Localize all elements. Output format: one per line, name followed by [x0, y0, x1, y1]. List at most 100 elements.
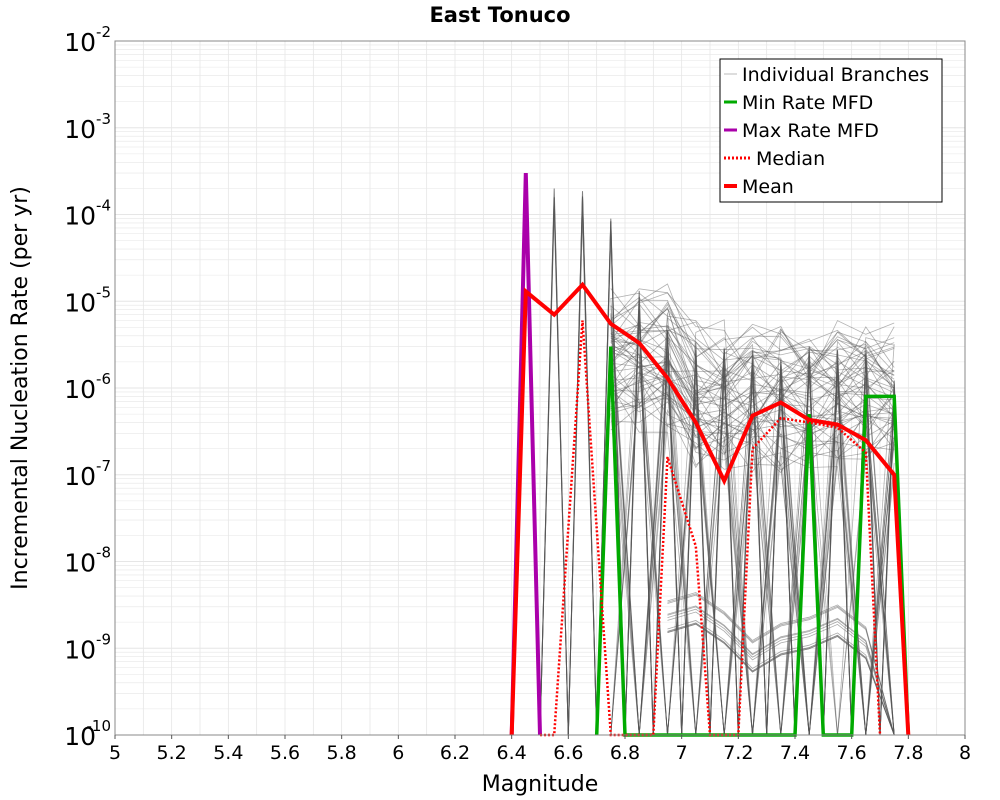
y-tick-base: 10	[64, 722, 96, 751]
legend-label: Min Rate MFD	[742, 92, 873, 114]
branch-line	[610, 321, 895, 394]
y-tick-base: 10	[64, 549, 96, 578]
branch-line	[610, 288, 895, 381]
branch-line	[610, 320, 895, 736]
legend: Individual Branches Min Rate MFD Max Rate …	[719, 58, 943, 203]
y-tick-base: 10	[64, 115, 96, 144]
y-tick-label: 10 -6	[64, 370, 111, 404]
y-tick-base: 10	[64, 202, 96, 231]
y-tick-exponent: -8	[96, 544, 111, 562]
branch-line	[610, 352, 895, 736]
chart-title: East Tonuco	[429, 3, 570, 27]
x-tick-label: 6.6	[553, 742, 583, 764]
series-min-rate-mfd	[594, 346, 911, 737]
y-tick-label: 10 -7	[64, 457, 111, 491]
branch-line	[610, 384, 895, 736]
branch-line	[610, 306, 895, 736]
branch-line	[610, 320, 895, 381]
branch-line	[610, 292, 895, 370]
legend-label: Median	[756, 148, 825, 170]
branch-line	[737, 372, 768, 736]
y-tick-base: 10	[64, 635, 96, 664]
y-tick-label: 10 -4	[64, 197, 111, 231]
branch-line	[610, 359, 895, 437]
plot-frame	[114, 40, 966, 736]
branch-line	[610, 368, 895, 736]
y-tick-exponent: -2	[96, 23, 111, 41]
branch-line	[610, 313, 895, 736]
branch-line	[610, 298, 895, 736]
legend-label: Individual Branches	[742, 64, 929, 86]
y-tick-base: 10	[64, 462, 96, 491]
x-tick-label: 5.8	[327, 742, 357, 764]
branch-line	[610, 337, 895, 736]
branch-line	[610, 296, 895, 736]
branch-line	[610, 345, 895, 736]
x-tick-label: 5.4	[213, 742, 243, 764]
y-tick-base: 10	[64, 375, 96, 404]
x-tick-label: 7.4	[780, 742, 810, 764]
branch-line	[610, 389, 895, 736]
x-tick-label: 7.6	[837, 742, 867, 764]
branch-line	[610, 303, 895, 402]
x-axis-label: Magnitude	[482, 772, 599, 797]
y-tick-exponent: -3	[96, 110, 111, 128]
branch-line	[610, 338, 895, 736]
branch-line	[610, 378, 895, 736]
x-tick-label: 5.6	[270, 742, 300, 764]
branch-line	[610, 292, 895, 736]
x-tick-label: 6	[392, 742, 404, 764]
y-tick-exponent: -6	[96, 370, 111, 388]
branch-line	[766, 359, 796, 736]
y-tick-exponent: -7	[96, 457, 111, 475]
y-tick-exponent: -4	[96, 197, 111, 215]
legend-box	[719, 58, 943, 203]
branch-line	[610, 324, 895, 736]
x-tick-label: 5	[109, 742, 121, 764]
branch-line	[610, 361, 895, 736]
branch-line	[610, 324, 895, 736]
branch-line	[610, 283, 895, 382]
branch-line	[610, 372, 895, 736]
y-tick-label: 10 -9	[64, 630, 111, 664]
y-tick-exponent: -9	[96, 630, 111, 648]
y-tick-label: 10 -5	[64, 283, 111, 317]
branch-line	[610, 308, 895, 736]
x-tick-label: 7.8	[893, 742, 923, 764]
branch-line	[610, 347, 895, 736]
branch-line	[610, 305, 895, 393]
y-tick-label: 10-10	[64, 717, 111, 751]
x-tick-label: 6.4	[497, 742, 527, 764]
x-tick-label: 5.2	[157, 742, 187, 764]
y-tick-label: 10 -3	[64, 110, 111, 144]
branch-line	[610, 317, 895, 736]
branch-line	[624, 309, 654, 736]
x-tick-label: 6.2	[440, 742, 470, 764]
y-tick-base: 10	[64, 288, 96, 317]
branch-line	[610, 329, 895, 389]
branch-line	[610, 330, 895, 736]
legend-label: Max Rate MFD	[742, 120, 879, 142]
branch-line	[610, 356, 895, 736]
branch-line	[539, 188, 569, 736]
y-tick-label: 10 -2	[64, 23, 111, 57]
series-median	[540, 320, 882, 737]
x-tick-label: 8	[959, 742, 971, 764]
branch-line	[610, 305, 895, 736]
branch-line	[610, 337, 895, 736]
x-tick-label: 7.2	[723, 742, 753, 764]
branch-line	[610, 374, 895, 736]
y-tick-base: 10	[64, 28, 96, 57]
branch-line	[610, 308, 895, 736]
y-tick-label: 10 -8	[64, 544, 111, 578]
y-tick-exponent: -10	[87, 717, 112, 735]
branch-line	[610, 343, 895, 429]
branch-line	[610, 332, 895, 736]
branch-line	[610, 303, 895, 736]
branch-line	[610, 301, 895, 736]
branch-line	[610, 374, 895, 736]
branch-line	[681, 353, 711, 736]
y-tick-exponent: -5	[96, 283, 111, 301]
branch-line	[610, 374, 895, 736]
